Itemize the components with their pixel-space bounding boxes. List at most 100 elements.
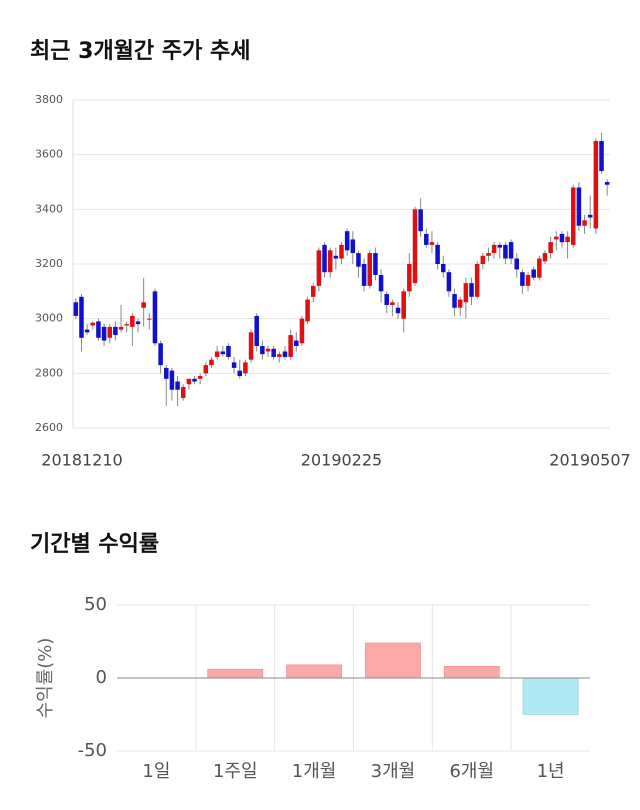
candle-body [260, 346, 265, 355]
candle-body [559, 233, 565, 243]
y-tick-label: 3200 [35, 257, 63, 270]
candle-body [118, 326, 124, 330]
candle-body [356, 253, 361, 267]
candle-body [486, 253, 491, 256]
candle-body [599, 141, 604, 172]
candle-body [333, 255, 339, 259]
y-tick-label: 2800 [35, 366, 63, 379]
candle-body [378, 274, 384, 292]
candle-body [576, 187, 582, 226]
candle-body [214, 351, 220, 357]
candle-body [288, 335, 293, 357]
candle-body [164, 367, 169, 379]
candle-body [491, 244, 497, 254]
y-tick-label: 3000 [35, 312, 63, 325]
candle-body [435, 244, 440, 264]
candle-body [531, 269, 536, 278]
candle-body [113, 326, 118, 336]
candle-body [152, 291, 158, 344]
candle-body [73, 302, 79, 316]
candle-body [457, 299, 463, 308]
candle-body [271, 348, 276, 357]
candle-body [373, 253, 378, 275]
x-tick-label: 1주일 [213, 761, 258, 782]
candle-body [582, 220, 587, 226]
candle-body [565, 236, 570, 243]
candle-body [243, 362, 248, 374]
candle-body [418, 209, 423, 232]
bar [207, 668, 264, 679]
candle-body [508, 242, 514, 259]
candle-body [294, 340, 299, 346]
candle-body [220, 351, 226, 355]
candle-body [186, 378, 192, 385]
candle-body [474, 264, 480, 297]
candle-body [339, 244, 344, 259]
candle-body [604, 182, 610, 185]
candle-body [101, 326, 107, 341]
candle-body [497, 244, 503, 248]
chart-title: 기간별 수익률 [30, 532, 159, 557]
x-tick-label: 1년 [537, 761, 565, 782]
candle-body [322, 244, 327, 273]
y-tick-label: 3600 [35, 148, 63, 161]
candle-body [141, 302, 146, 308]
candle-body [537, 258, 542, 278]
candle-body [107, 326, 113, 338]
x-tick-label: 1개월 [292, 761, 337, 782]
candle-body [480, 255, 486, 264]
candle-body [429, 242, 435, 245]
candle-body [305, 299, 310, 322]
y-tick-label: -50 [78, 740, 107, 761]
candle-body [158, 343, 163, 366]
candle-body [407, 264, 412, 292]
chart-title: 최근 3개월간 주가 추세 [30, 39, 250, 64]
candle-body [424, 233, 429, 245]
candle-body [587, 214, 593, 218]
candle-body [344, 231, 350, 251]
candle-body [96, 321, 101, 338]
candle-body [310, 285, 316, 297]
candle-body [209, 359, 214, 366]
candle-body [282, 351, 288, 357]
candle-body [525, 274, 531, 286]
candle-body [192, 378, 197, 382]
candle-body [175, 381, 180, 390]
bar [522, 677, 579, 715]
candle-body [361, 264, 367, 286]
bar [365, 642, 421, 679]
candle-body [452, 294, 457, 308]
candle-body [265, 348, 271, 352]
candle-body [237, 370, 243, 377]
candle-body [84, 329, 90, 333]
candle-body [299, 318, 305, 344]
y-tick-label: 2600 [35, 421, 63, 434]
y-axis-label: 수익률(%) [35, 638, 56, 719]
candle-body [593, 141, 599, 229]
candle-body [135, 321, 141, 325]
candle-body [79, 296, 84, 338]
bar [286, 664, 342, 679]
candle-body [542, 253, 548, 262]
candle-body [469, 283, 474, 297]
candle-body [327, 250, 333, 273]
candle-body [520, 272, 525, 286]
x-tick-label: 20181210 [41, 451, 122, 470]
candle-body [503, 244, 508, 259]
candle-body [548, 242, 553, 254]
candle-body [446, 272, 452, 292]
candle-body [147, 318, 152, 320]
candle-body [514, 258, 519, 270]
candle-body [90, 322, 96, 326]
y-tick-label: 50 [84, 594, 107, 615]
candle-body [254, 315, 259, 346]
candle-body [180, 387, 186, 398]
candle-body [463, 283, 469, 303]
candle-body [231, 362, 237, 368]
candle-body [412, 209, 418, 284]
candle-body [367, 253, 373, 286]
candle-body [401, 291, 406, 319]
y-tick-label: 0 [96, 667, 107, 688]
